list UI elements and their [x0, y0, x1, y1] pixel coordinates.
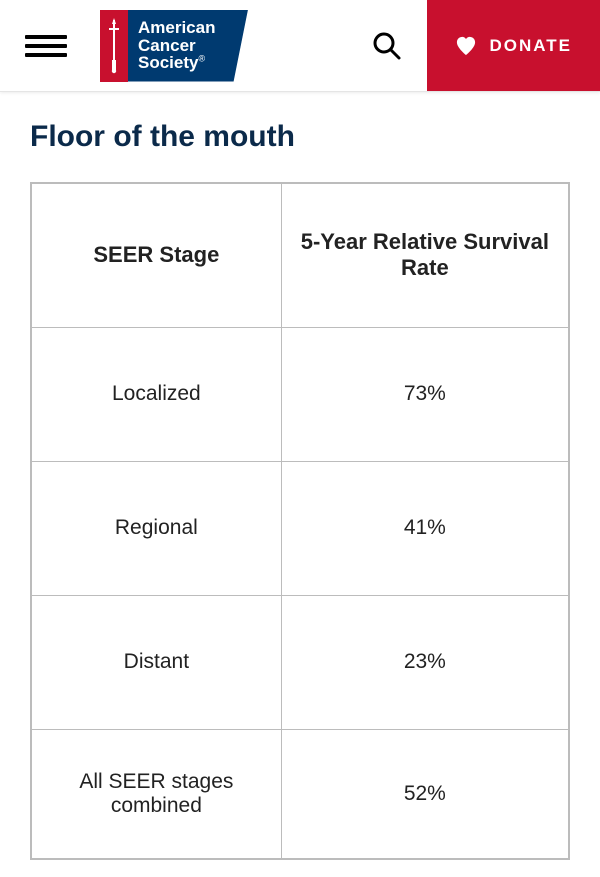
cell-stage: Regional	[31, 461, 281, 595]
table-row: Localized 73%	[31, 327, 569, 461]
cell-rate: 41%	[281, 461, 569, 595]
hamburger-icon	[25, 35, 67, 57]
donate-button[interactable]: DONATE	[427, 0, 600, 91]
table-row: All SEER stages combined 52%	[31, 729, 569, 859]
heart-icon	[455, 36, 477, 56]
cell-rate: 52%	[281, 729, 569, 859]
cell-rate: 73%	[281, 327, 569, 461]
logo-text: American Cancer Society®	[128, 10, 248, 82]
cell-stage: Localized	[31, 327, 281, 461]
logo-sword-icon	[100, 10, 128, 82]
cell-stage: All SEER stages combined	[31, 729, 281, 859]
header-spacer	[256, 0, 347, 91]
col-header-stage: SEER Stage	[31, 183, 281, 327]
table-header-row: SEER Stage 5-Year Relative Survival Rate	[31, 183, 569, 327]
page-title: Floor of the mouth	[30, 120, 570, 154]
logo-line3: Society®	[138, 54, 234, 72]
table-row: Regional 41%	[31, 461, 569, 595]
table-row: Distant 23%	[31, 595, 569, 729]
main-content: Floor of the mouth SEER Stage 5-Year Rel…	[0, 92, 600, 860]
top-header: American Cancer Society® DONATE	[0, 0, 600, 92]
logo-box: American Cancer Society®	[100, 10, 248, 82]
cell-stage: Distant	[31, 595, 281, 729]
col-header-rate: 5-Year Relative Survival Rate	[281, 183, 569, 327]
menu-button[interactable]	[0, 0, 92, 91]
logo[interactable]: American Cancer Society®	[92, 0, 256, 91]
donate-label: DONATE	[489, 36, 572, 56]
survival-rate-table: SEER Stage 5-Year Relative Survival Rate…	[30, 182, 570, 860]
search-icon	[372, 31, 402, 61]
logo-line2: Cancer	[138, 37, 234, 55]
search-button[interactable]	[347, 0, 427, 91]
cell-rate: 23%	[281, 595, 569, 729]
logo-line1: American	[138, 19, 234, 37]
